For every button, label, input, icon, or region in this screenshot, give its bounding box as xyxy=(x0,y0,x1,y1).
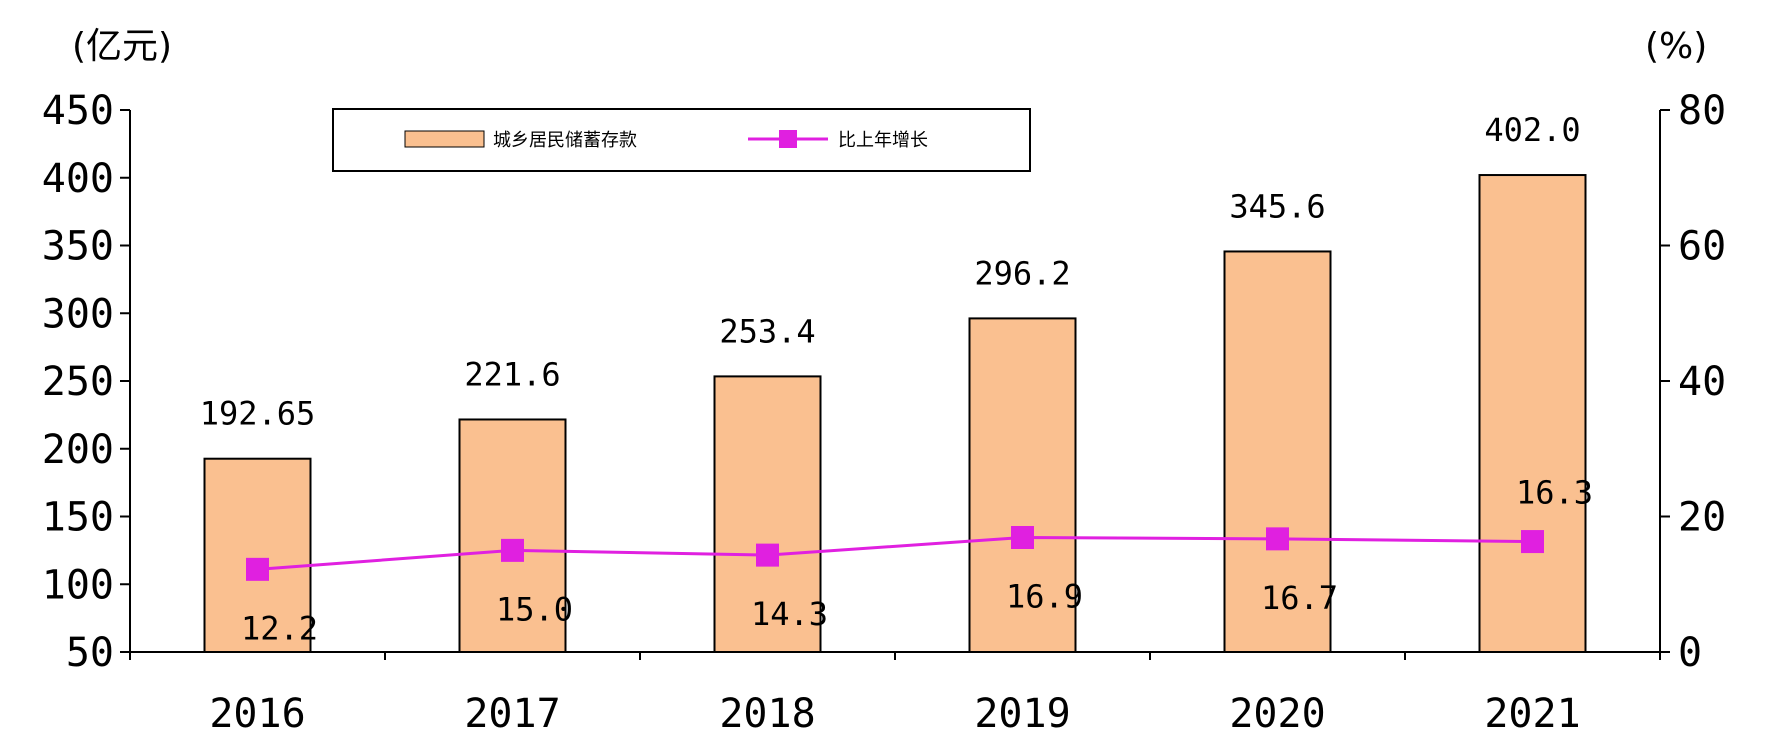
x-tick-label: 2019 xyxy=(974,691,1070,737)
growth-line xyxy=(257,536,1533,571)
bar-series xyxy=(203,174,1587,654)
legend-line-marker xyxy=(779,130,797,148)
growth-marker-2021 xyxy=(1521,530,1544,554)
bar-2021 xyxy=(1478,174,1587,653)
left-tick-label: 50 xyxy=(66,630,114,676)
bar-value-label: 253.4 xyxy=(719,312,815,350)
bar-2018 xyxy=(713,375,822,653)
growth-value-label: 16.3 xyxy=(1516,474,1593,512)
growth-value-label: 14.3 xyxy=(751,595,828,633)
left-tick-label: 150 xyxy=(42,495,114,541)
right-tick-label: 60 xyxy=(1678,224,1726,270)
bar-value-label: 192.65 xyxy=(200,395,316,433)
left-tick-label: 350 xyxy=(42,224,114,270)
left-tick-label: 200 xyxy=(42,427,114,473)
legend-line-label: 比上年增长 xyxy=(838,130,928,151)
x-tick-label: 2017 xyxy=(464,691,560,737)
left-tick-label: 250 xyxy=(42,359,114,405)
legend: 城乡居民储蓄存款 比上年增长 xyxy=(332,108,1031,172)
legend-bar-label: 城乡居民储蓄存款 xyxy=(493,130,637,151)
right-tick-label: 40 xyxy=(1678,359,1726,405)
bar-2019 xyxy=(968,317,1077,653)
axes: 50 100 150 200 250 300 350 400 450 0 20 40 60 80 2016 2… xyxy=(42,88,1726,737)
right-tick-label: 80 xyxy=(1678,88,1726,134)
growth-marker-2019 xyxy=(1011,526,1034,550)
growth-value-label: 16.7 xyxy=(1261,579,1338,617)
x-tick-label: 2018 xyxy=(719,691,815,737)
left-axis-unit: (亿元) xyxy=(72,26,172,67)
growth-value-label: 16.9 xyxy=(1006,578,1083,616)
right-axis-unit: (%) xyxy=(1645,26,1707,67)
line-series xyxy=(246,526,1544,581)
growth-marker-2017 xyxy=(501,538,524,562)
bar-value-label: 402.0 xyxy=(1484,111,1580,149)
left-tick-label: 400 xyxy=(42,156,114,202)
data-labels: 192.65 221.6 253.4 296.2 345.6 402.0 12.2 15.0 1… xyxy=(200,111,1593,647)
right-tick-label: 20 xyxy=(1678,495,1726,541)
bar-value-label: 345.6 xyxy=(1229,187,1325,225)
x-tick-label: 2020 xyxy=(1229,691,1325,737)
left-tick-label: 450 xyxy=(42,88,114,134)
right-tick-label: 0 xyxy=(1678,630,1702,676)
bar-2016 xyxy=(203,457,312,654)
left-tick-label: 100 xyxy=(42,562,114,608)
x-tick-label: 2021 xyxy=(1484,691,1580,737)
growth-marker-2016 xyxy=(246,557,269,581)
growth-value-label: 12.2 xyxy=(241,609,318,647)
x-tick-label: 2016 xyxy=(209,691,305,737)
bar-2020 xyxy=(1223,250,1332,653)
left-tick-label: 300 xyxy=(42,291,114,337)
growth-marker-2020 xyxy=(1266,527,1289,551)
bar-value-label: 221.6 xyxy=(464,355,560,393)
growth-marker-2018 xyxy=(756,543,779,567)
bar-value-label: 296.2 xyxy=(974,254,1070,292)
legend-bar-swatch xyxy=(404,130,485,148)
bar-2017 xyxy=(458,418,567,653)
growth-value-label: 15.0 xyxy=(496,590,573,628)
